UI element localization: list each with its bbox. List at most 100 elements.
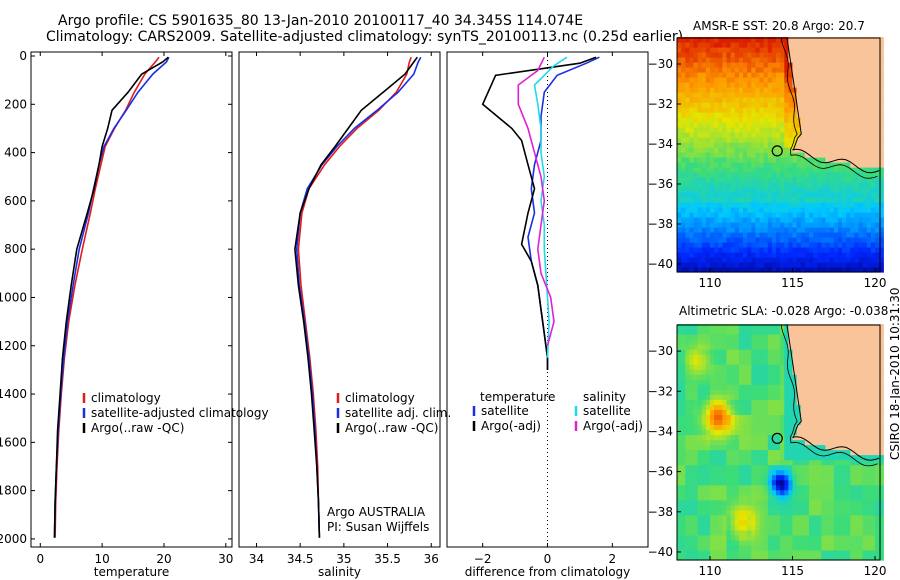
- map-cell: [705, 419, 711, 425]
- map-cell: [776, 42, 781, 48]
- map-cell: [858, 147, 864, 153]
- map-cell: [829, 212, 835, 218]
- map-cell: [751, 414, 756, 420]
- map-cell: [862, 67, 868, 73]
- map-cell: [829, 227, 835, 233]
- map-cell: [705, 132, 711, 138]
- map-cell: [697, 77, 703, 83]
- map-cell: [784, 117, 789, 123]
- map-cell: [813, 555, 818, 561]
- map-cell: [685, 172, 690, 178]
- map-cell: [837, 242, 843, 248]
- map-cell: [714, 247, 719, 253]
- map-cell: [796, 37, 802, 43]
- map-cell: [697, 499, 703, 506]
- map-cell: [747, 524, 752, 531]
- map-cell: [870, 212, 876, 218]
- map-cell: [833, 555, 839, 561]
- map-cell: [846, 167, 851, 173]
- map-cell: [842, 267, 847, 273]
- map-cell: [813, 47, 818, 53]
- map-cell: [767, 147, 773, 153]
- map-cell: [854, 524, 860, 531]
- difference-profile-series-temperature-argo-adj-: [481, 56, 597, 370]
- map-cell: [813, 242, 818, 248]
- map-cell: [825, 252, 831, 258]
- map-cell: [788, 384, 794, 390]
- map-cell: [726, 192, 732, 198]
- map-cell: [743, 394, 748, 400]
- map-cell: [825, 524, 831, 531]
- map-cell: [804, 434, 810, 441]
- map-cell: [862, 222, 868, 228]
- map-cell: [701, 62, 707, 68]
- map-cell: [718, 197, 723, 203]
- map-cell: [751, 444, 756, 451]
- map-cell: [821, 77, 827, 83]
- map-cell: [850, 182, 855, 188]
- map-cell: [850, 555, 855, 561]
- map-cell: [850, 167, 855, 173]
- map-cell: [854, 62, 860, 68]
- map-cell: [854, 555, 860, 561]
- map-cell: [804, 439, 810, 446]
- map-cell: [879, 509, 884, 516]
- map-cell: [755, 374, 761, 380]
- map-cell: [681, 529, 686, 536]
- map-cell: [870, 374, 876, 380]
- map-cell: [784, 92, 789, 98]
- map-cell: [677, 72, 682, 78]
- map-cell: [829, 47, 835, 53]
- map-cell: [813, 489, 818, 496]
- map-cell: [738, 42, 744, 48]
- map-cell: [685, 534, 690, 541]
- map-cell: [862, 349, 868, 355]
- map-cell: [747, 152, 752, 158]
- map-cell: [701, 424, 707, 430]
- map-cell: [858, 122, 864, 128]
- sla-map-field: [677, 324, 884, 561]
- map-cell: [858, 524, 864, 531]
- map-cell: [842, 242, 847, 248]
- map-cell: [792, 459, 798, 466]
- map-cell: [776, 237, 781, 243]
- map-cell: [776, 47, 781, 53]
- map-cell: [697, 464, 703, 471]
- map-cell: [796, 449, 802, 456]
- map-cell: [875, 474, 880, 481]
- map-cell: [858, 369, 864, 375]
- map-cell: [776, 267, 781, 273]
- map-cell: [771, 132, 777, 138]
- map-cell: [829, 187, 835, 193]
- map-cell: [854, 37, 860, 43]
- map-cell: [743, 72, 748, 78]
- map-cell: [813, 469, 818, 476]
- map-cell: [718, 344, 723, 350]
- map-cell: [693, 157, 699, 163]
- map-cell: [850, 252, 855, 258]
- map-cell: [718, 519, 723, 526]
- map-cell: [817, 267, 822, 273]
- map-cell: [714, 232, 719, 238]
- map-cell: [710, 555, 715, 561]
- map-cell: [784, 42, 789, 48]
- map-cell: [763, 389, 769, 395]
- map-cell: [738, 67, 744, 73]
- map-cell: [776, 132, 781, 138]
- map-cell: [809, 509, 814, 516]
- map-cell: [800, 349, 806, 355]
- map-cell: [685, 424, 690, 430]
- map-cell: [701, 519, 707, 526]
- map-cell: [759, 227, 765, 233]
- map-cell: [870, 444, 876, 451]
- map-cell: [714, 212, 719, 218]
- map-cell: [738, 137, 744, 143]
- map-cell: [718, 369, 723, 375]
- map-cell: [821, 464, 827, 471]
- map-cell: [817, 524, 822, 531]
- map-cell: [846, 47, 851, 53]
- map-cell: [862, 152, 868, 158]
- map-cell: [842, 424, 847, 430]
- map-cell: [734, 97, 740, 103]
- map-cell: [846, 202, 851, 208]
